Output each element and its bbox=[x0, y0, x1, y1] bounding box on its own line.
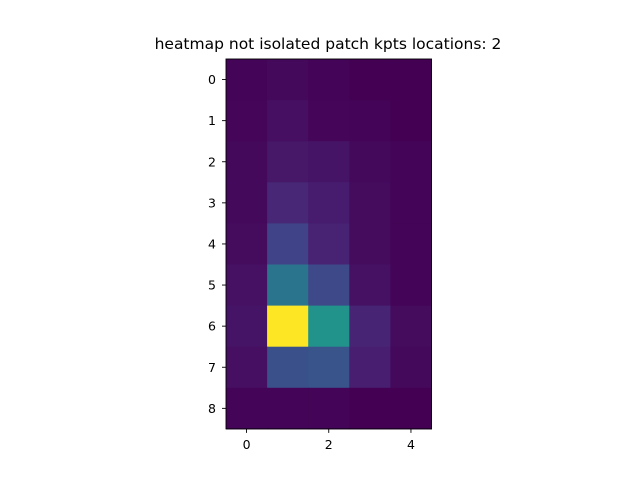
heatmap-cell-r8-c4 bbox=[390, 387, 432, 430]
y-tick-label: 5 bbox=[208, 278, 216, 293]
heatmap-cell-r7-c2 bbox=[308, 346, 350, 389]
y-tick-label: 3 bbox=[208, 195, 216, 210]
heatmap-cell-r7-c4 bbox=[390, 346, 432, 389]
heatmap-cell-r3-c4 bbox=[390, 182, 432, 224]
heatmap-cell-r6-c0 bbox=[226, 305, 268, 348]
heatmap-cell-r2-c3 bbox=[349, 141, 391, 183]
heatmap-cell-r6-c3 bbox=[349, 305, 391, 348]
heatmap-cell-r2-c1 bbox=[267, 141, 309, 183]
heatmap-cell-r8-c3 bbox=[349, 387, 391, 430]
heatmap-cell-r0-c1 bbox=[267, 59, 309, 101]
chart-title: heatmap not isolated patch kpts location… bbox=[155, 35, 502, 53]
heatmap-cell-r1-c1 bbox=[267, 100, 309, 142]
y-tick-label: 6 bbox=[208, 319, 216, 334]
heatmap-cell-r4-c3 bbox=[349, 223, 391, 265]
y-tick-label: 2 bbox=[208, 154, 216, 169]
heatmap-cell-r0-c0 bbox=[226, 59, 268, 101]
heatmap-cell-r1-c3 bbox=[349, 100, 391, 142]
heatmap-cell-r8-c0 bbox=[226, 387, 268, 430]
heatmap-cell-r8-c2 bbox=[308, 387, 350, 430]
heatmap-cells bbox=[226, 59, 432, 430]
heatmap-cell-r6-c2 bbox=[308, 305, 350, 348]
heatmap-cell-r3-c3 bbox=[349, 182, 391, 224]
heatmap-cell-r2-c0 bbox=[226, 141, 268, 183]
heatmap-cell-r0-c4 bbox=[390, 59, 432, 101]
heatmap-cell-r3-c1 bbox=[267, 182, 309, 224]
heatmap-cell-r3-c2 bbox=[308, 182, 350, 224]
heatmap-cell-r7-c0 bbox=[226, 346, 268, 389]
heatmap-cell-r3-c0 bbox=[226, 182, 268, 224]
heatmap-cell-r8-c1 bbox=[267, 387, 309, 430]
heatmap-cell-r4-c1 bbox=[267, 223, 309, 265]
heatmap-cell-r4-c4 bbox=[390, 223, 432, 265]
heatmap-cell-r7-c1 bbox=[267, 346, 309, 389]
heatmap-cell-r5-c4 bbox=[390, 264, 432, 307]
x-tick-label: 4 bbox=[407, 437, 415, 452]
heatmap-cell-r1-c0 bbox=[226, 100, 268, 142]
heatmap-cell-r1-c4 bbox=[390, 100, 432, 142]
y-tick-label: 7 bbox=[208, 360, 216, 375]
y-axis: 0 1 2 3 4 5 6 7 8 bbox=[208, 72, 226, 416]
heatmap-cell-r5-c0 bbox=[226, 264, 268, 307]
heatmap-cell-r2-c4 bbox=[390, 141, 432, 183]
heatmap-cell-r5-c3 bbox=[349, 264, 391, 307]
x-tick-label: 2 bbox=[325, 437, 333, 452]
heatmap-cell-r0-c2 bbox=[308, 59, 350, 101]
x-tick-label: 0 bbox=[243, 437, 251, 452]
heatmap-cell-r5-c2 bbox=[308, 264, 350, 307]
heatmap-cell-r6-c4 bbox=[390, 305, 432, 348]
heatmap-cell-r5-c1 bbox=[267, 264, 309, 307]
heatmap-cell-r6-c1 bbox=[267, 305, 309, 348]
y-tick-label: 8 bbox=[208, 401, 216, 416]
heatmap-cell-r4-c0 bbox=[226, 223, 268, 265]
heatmap-cell-r1-c2 bbox=[308, 100, 350, 142]
heatmap-cell-r0-c3 bbox=[349, 59, 391, 101]
y-tick-label: 1 bbox=[208, 113, 216, 128]
y-tick-label: 4 bbox=[208, 236, 216, 251]
y-tick-label: 0 bbox=[208, 72, 216, 87]
x-axis: 0 2 4 bbox=[243, 428, 415, 452]
heatmap-cell-r4-c2 bbox=[308, 223, 350, 265]
heatmap-cell-r2-c2 bbox=[308, 141, 350, 183]
heatmap-cell-r7-c3 bbox=[349, 346, 391, 389]
